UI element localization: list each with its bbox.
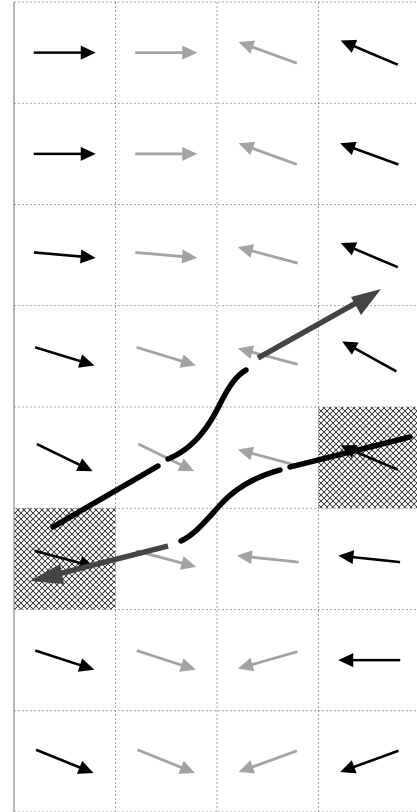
- arrow-head: [177, 458, 195, 472]
- arrow-head: [340, 242, 358, 256]
- trajectory-segment: [57, 543, 169, 577]
- field-arrows: [33, 39, 401, 774]
- field-arrow: [340, 39, 399, 66]
- field-arrow: [340, 749, 399, 774]
- field-arrow: [238, 141, 298, 166]
- arrow-head: [78, 354, 95, 368]
- field-arrow: [135, 249, 198, 264]
- arrow-shaft: [250, 249, 299, 265]
- trajectory-segment: [178, 467, 283, 544]
- arrow-head: [182, 45, 198, 60]
- trajectory-arrowhead: [351, 289, 381, 315]
- field-arrow: [338, 653, 401, 668]
- arrow-head: [80, 45, 96, 60]
- field-arrow: [135, 146, 198, 161]
- arrow-head: [238, 760, 256, 774]
- arrow-shaft: [136, 345, 184, 363]
- arrow-head: [237, 446, 255, 461]
- arrow-head: [80, 249, 96, 264]
- field-arrow: [136, 748, 195, 774]
- arrow-head: [77, 658, 95, 672]
- field-arrow: [237, 650, 298, 672]
- arrow-shaft: [351, 555, 401, 564]
- field-arrow: [34, 649, 95, 672]
- arrow-head: [237, 657, 255, 672]
- field-arrow: [238, 40, 298, 65]
- arrow-shaft: [352, 346, 397, 373]
- arrow-head: [340, 760, 357, 774]
- field-arrow: [340, 242, 399, 269]
- arrow-head: [238, 141, 256, 155]
- arrow-head: [237, 244, 255, 258]
- field-arrow: [137, 442, 195, 472]
- arrow-head: [340, 141, 357, 155]
- arrow-head: [178, 760, 195, 774]
- arrow-shaft: [137, 442, 184, 467]
- trajectory-upper: [50, 289, 381, 530]
- field-arrow: [136, 649, 196, 672]
- field-arrow: [338, 550, 401, 565]
- field-arrow: [36, 442, 93, 472]
- arrow-shaft: [250, 350, 299, 366]
- trajectory-layer: [30, 289, 413, 584]
- arrow-shaft: [34, 346, 83, 363]
- trajectory-arrowhead: [30, 564, 64, 584]
- field-arrow: [237, 345, 299, 366]
- trajectory-lower: [30, 434, 413, 584]
- field-arrow: [238, 749, 298, 774]
- field-arrow: [34, 346, 95, 368]
- arrow-shaft: [250, 749, 298, 769]
- trajectory-segment: [165, 367, 249, 462]
- field-arrow: [237, 446, 299, 468]
- arrow-head: [238, 40, 256, 54]
- arrow-shaft: [33, 251, 83, 258]
- trajectory-segment: [50, 463, 161, 530]
- arrow-head: [181, 249, 198, 264]
- arrow-shaft: [136, 748, 184, 770]
- arrow-head: [342, 341, 359, 355]
- arrow-shaft: [352, 44, 399, 66]
- arrow-head: [76, 760, 94, 774]
- arrow-head: [179, 658, 196, 672]
- arrow-shaft: [34, 649, 83, 667]
- arrow-shaft: [36, 442, 82, 467]
- arrow-head: [76, 458, 93, 472]
- arrow-head: [338, 653, 354, 668]
- arrow-shaft: [34, 549, 83, 565]
- arrow-shaft: [35, 748, 82, 770]
- arrow-head: [179, 354, 196, 368]
- field-arrow: [136, 345, 196, 368]
- arrow-shaft: [352, 246, 399, 269]
- trajectory-segment: [287, 434, 413, 470]
- arrow-shaft: [135, 251, 185, 259]
- arrow-shaft: [250, 146, 298, 166]
- arrow-shaft: [249, 555, 299, 564]
- field-arrow: [33, 146, 96, 161]
- arrow-shaft: [351, 146, 399, 166]
- arrow-head: [340, 39, 358, 53]
- arrow-head: [182, 146, 198, 161]
- arrow-shaft: [352, 449, 399, 471]
- arrow-shaft: [250, 45, 298, 65]
- arrow-head: [338, 550, 355, 565]
- arrow-shaft: [136, 649, 184, 668]
- field-arrow: [237, 244, 299, 265]
- arrow-shaft: [351, 749, 399, 769]
- trajectory-segment: [256, 300, 358, 361]
- arrow-head: [80, 146, 96, 161]
- arrow-shaft: [250, 451, 299, 468]
- field-arrow: [135, 45, 198, 60]
- arrow-head: [237, 345, 255, 359]
- field-arrow: [236, 550, 299, 565]
- field-arrow: [35, 748, 94, 774]
- field-arrow: [33, 249, 96, 264]
- arrow-head: [179, 556, 197, 570]
- arrow-shaft: [250, 650, 298, 667]
- field-arrow: [340, 141, 399, 166]
- field-arrow: [342, 341, 397, 373]
- field-arrow: [33, 45, 96, 60]
- arrow-head: [236, 550, 253, 565]
